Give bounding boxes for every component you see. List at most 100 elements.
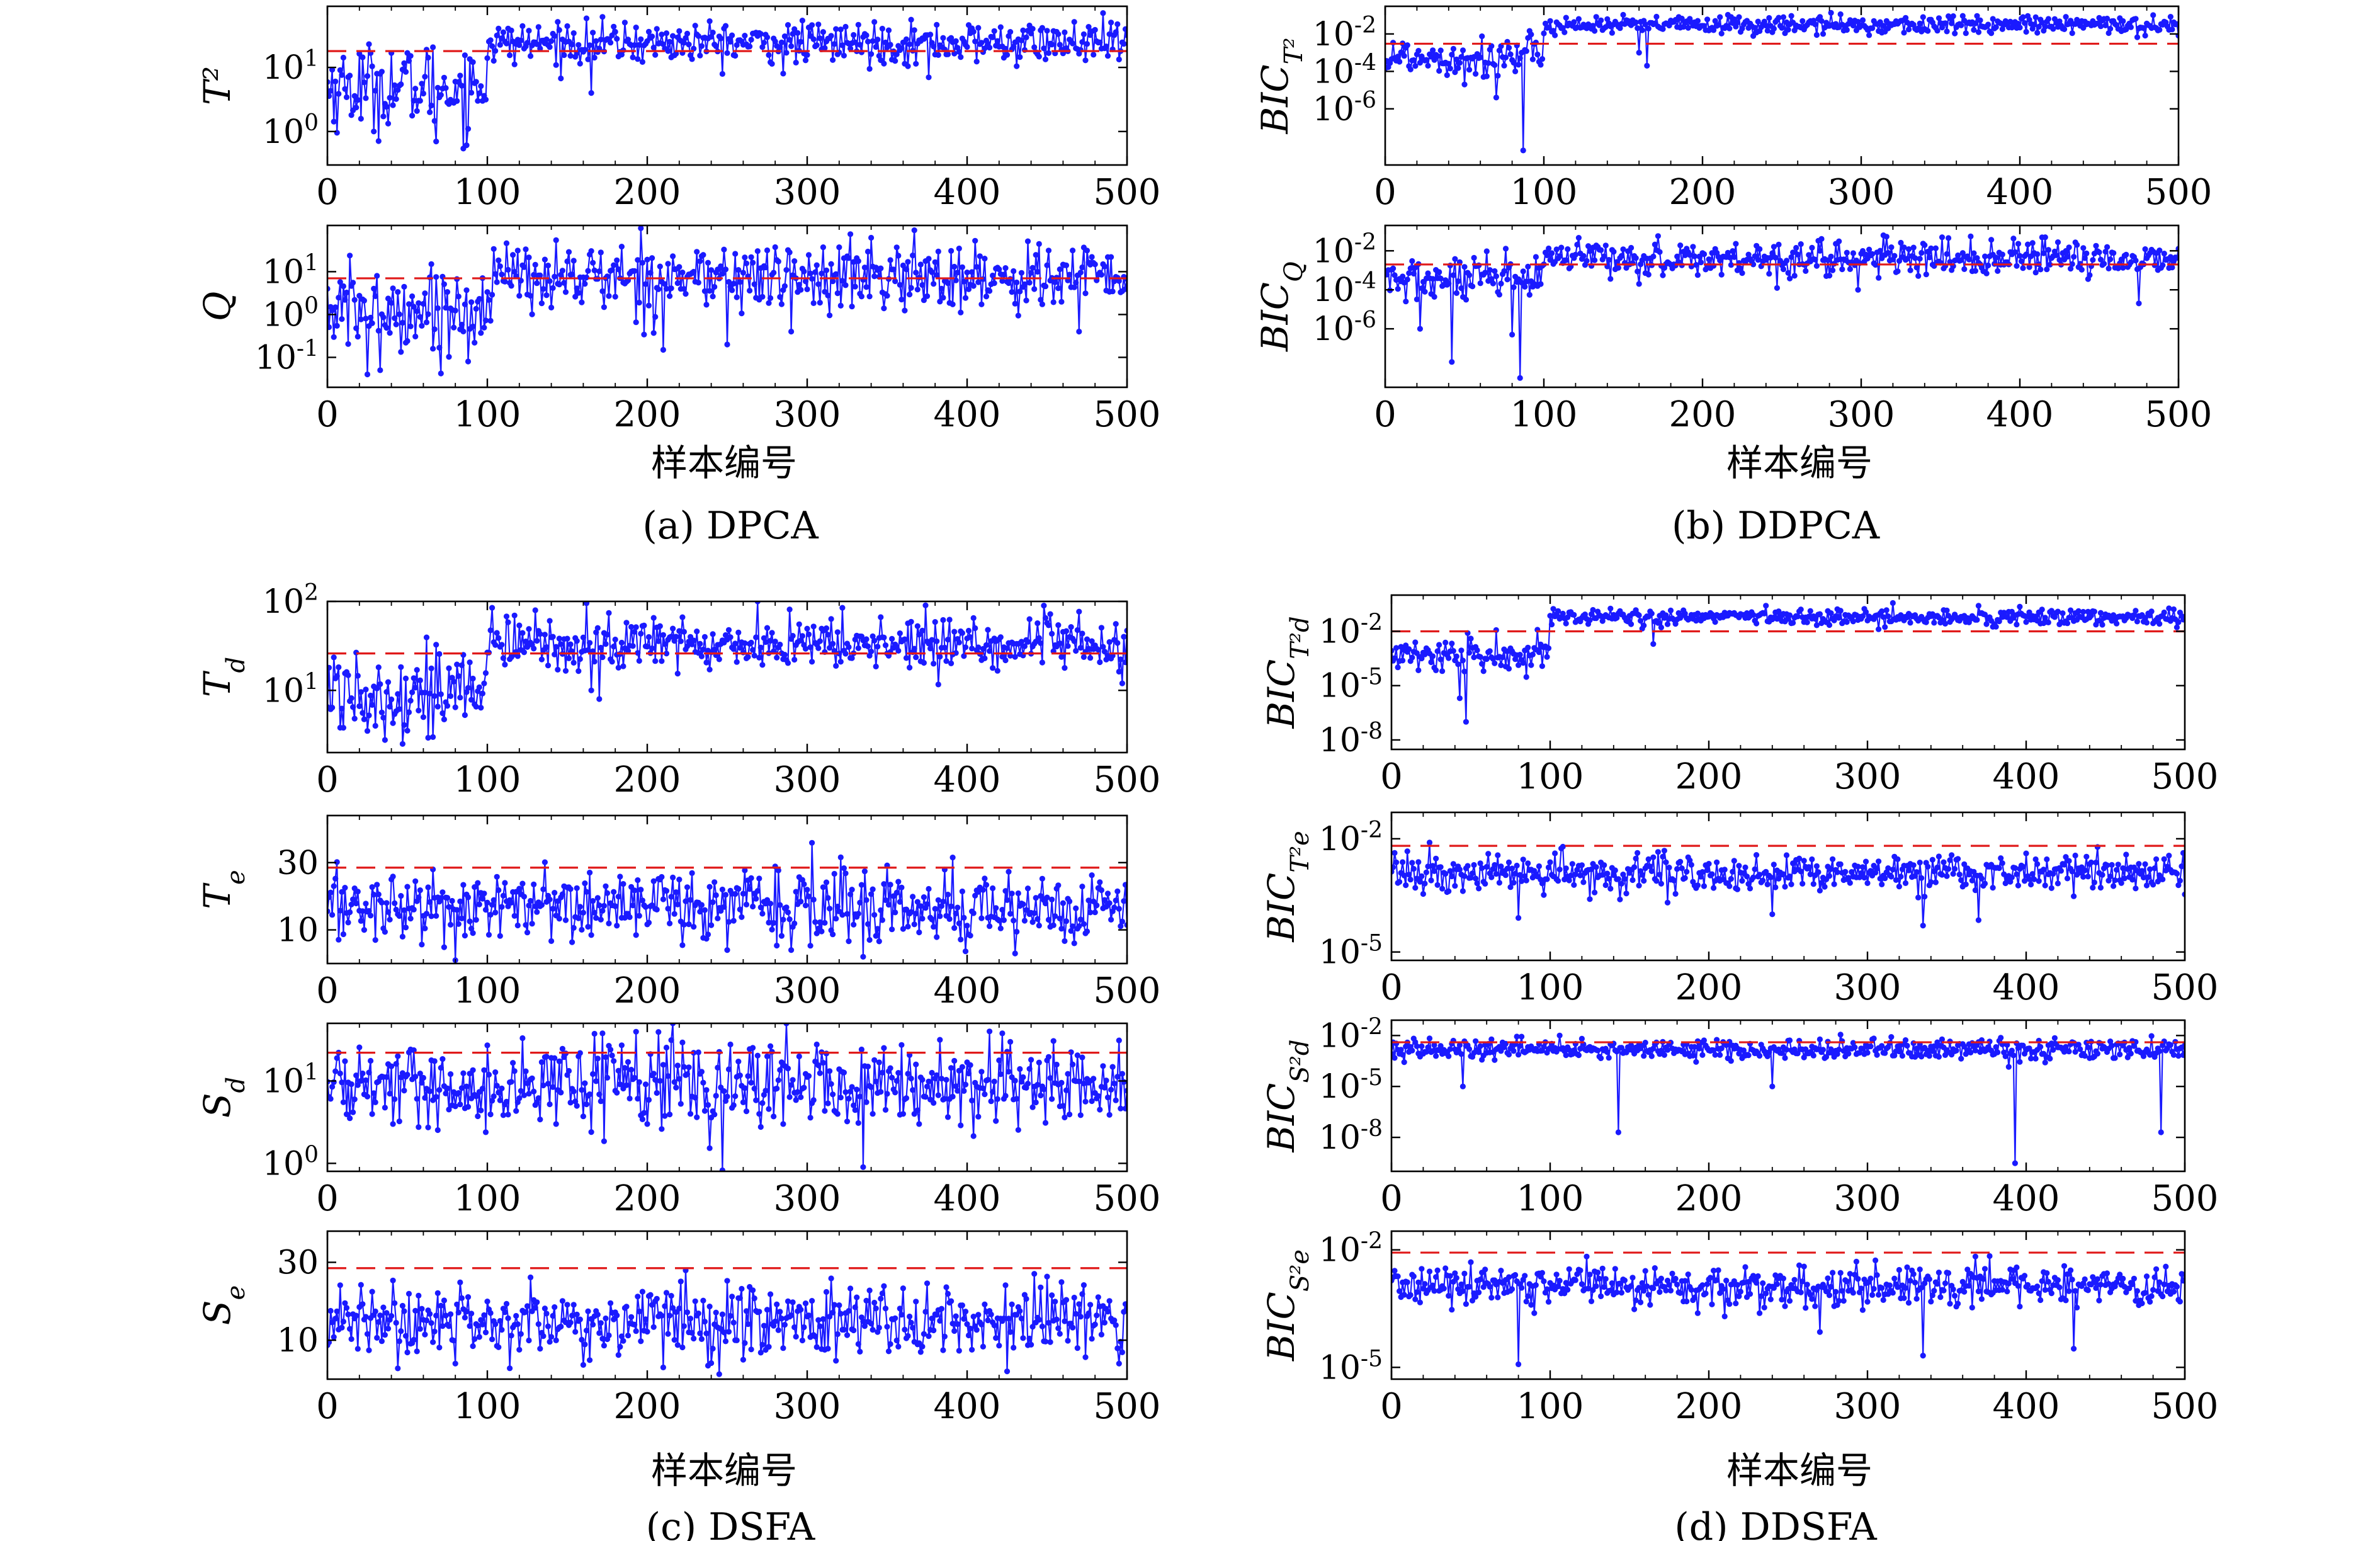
data-point: [392, 1096, 398, 1102]
data-point: [455, 1090, 462, 1096]
data-point: [531, 271, 537, 278]
data-point: [1496, 47, 1502, 54]
data-point: [719, 1167, 725, 1171]
data-point: [1779, 25, 1785, 31]
data-point: [574, 638, 580, 644]
data-point: [383, 689, 390, 695]
data-point: [343, 1111, 350, 1117]
data-point: [944, 637, 951, 643]
data-point: [955, 270, 961, 276]
data-point: [433, 913, 439, 919]
data-point: [1391, 272, 1398, 278]
data-point: [710, 899, 716, 906]
data-point: [569, 42, 575, 48]
data-point: [946, 617, 953, 623]
data-point: [786, 916, 793, 923]
data-point: [837, 26, 844, 33]
data-point: [521, 649, 528, 656]
data-point: [985, 627, 991, 633]
data-point: [795, 1089, 801, 1095]
data-point: [1428, 659, 1434, 666]
data-point: [499, 271, 505, 278]
data-point: [895, 879, 902, 885]
data-point: [416, 894, 422, 901]
x-tick-label: 0: [1374, 394, 1397, 435]
data-point: [446, 1323, 452, 1329]
x-tick-label: 100: [454, 1386, 521, 1427]
data-point: [556, 635, 562, 642]
data-point: [1498, 662, 1504, 668]
data-point: [582, 47, 588, 53]
data-point: [553, 644, 559, 650]
data-point: [798, 1094, 804, 1100]
data-point: [1466, 272, 1473, 278]
data-point: [1108, 1086, 1114, 1093]
data-point: [1492, 62, 1498, 68]
data-point: [991, 1078, 997, 1084]
data-point: [614, 1089, 620, 1096]
data-point: [1119, 680, 1125, 686]
data-point: [729, 287, 735, 293]
data-point: [663, 1290, 670, 1296]
data-point: [892, 1315, 898, 1321]
data-point: [754, 1052, 761, 1059]
data-point: [588, 90, 594, 96]
data-point: [635, 1294, 641, 1300]
data-point: [449, 897, 455, 904]
data-point: [751, 652, 757, 659]
data-point: [496, 635, 502, 641]
data-point: [1114, 21, 1121, 28]
data-point: [934, 272, 940, 278]
data-point: [855, 1120, 861, 1126]
data-point: [444, 1085, 451, 1091]
data-point: [1403, 299, 1409, 305]
data-point: [949, 301, 956, 307]
data-point: [390, 720, 396, 726]
data-point: [417, 887, 423, 894]
data-point: [750, 259, 756, 266]
data-point: [331, 883, 337, 889]
data-point: [327, 93, 332, 100]
x-tick-label: 100: [454, 759, 521, 800]
data-point: [604, 890, 611, 896]
data-point: [2105, 265, 2112, 271]
data-point: [1113, 1097, 1119, 1103]
data-point: [1002, 888, 1009, 894]
data-point: [1794, 613, 1801, 620]
data-point: [598, 249, 604, 256]
axes-frame-a1: [326, 5, 1128, 166]
data-point: [1952, 30, 1958, 37]
data-point: [558, 1323, 564, 1330]
data-point: [1882, 624, 1888, 630]
data-point: [813, 1041, 820, 1048]
data-point: [454, 1301, 460, 1307]
data-point: [1755, 18, 1761, 25]
data-point: [1015, 890, 1021, 897]
data-point: [427, 1311, 433, 1317]
data-point: [993, 1118, 999, 1124]
data-point: [565, 249, 572, 255]
data-point: [1925, 28, 1931, 34]
data-point: [374, 1334, 380, 1341]
data-point: [596, 1091, 603, 1098]
data-point: [1888, 244, 1895, 251]
data-point: [436, 651, 443, 657]
data-point: [1106, 31, 1113, 37]
data-point: [496, 1089, 502, 1096]
data-point: [347, 72, 353, 79]
data-point: [1006, 1316, 1012, 1322]
data-point: [540, 886, 547, 892]
data-point: [790, 1077, 796, 1083]
data-point: [674, 280, 681, 287]
data-point: [633, 319, 639, 326]
data-point: [861, 868, 868, 875]
data-point: [799, 1337, 805, 1344]
data-point: [455, 1309, 462, 1316]
data-point: [722, 266, 729, 273]
data-point: [1085, 645, 1092, 652]
data-point: [434, 703, 441, 710]
data-point: [372, 1308, 378, 1314]
data-point: [2102, 249, 2109, 255]
data-point: [982, 256, 988, 262]
data-point: [732, 52, 739, 59]
